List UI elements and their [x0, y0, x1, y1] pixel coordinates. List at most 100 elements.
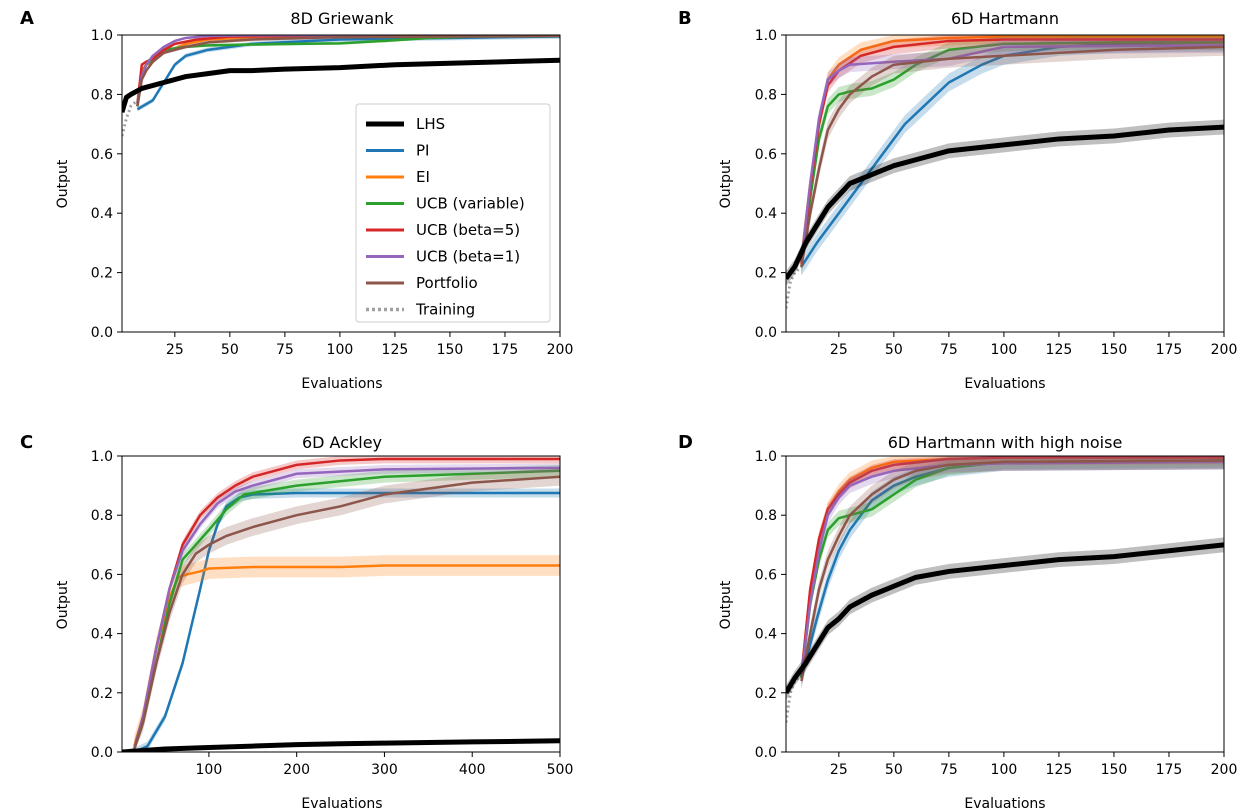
panel-c-ytick-label: 1.0 — [91, 449, 113, 465]
panel-b-xtick-label: 200 — [1211, 342, 1238, 358]
panel-a-xtick-label: 100 — [327, 342, 354, 358]
panel-d-ytick-label: 0.6 — [755, 567, 777, 583]
panel-b-lhs-band — [786, 119, 1224, 286]
panel-c-axes-frame — [121, 455, 561, 753]
panel-b-training-line — [786, 265, 803, 309]
panel-a: A 8D Griewank 25 50 75 100 125 150 175 200 0.0 0.… — [20, 8, 573, 392]
panel-d-lhs-line — [786, 542, 1224, 695]
legend: LHS PI EI UCB (variable) UCB (beta=5) UCB (be… — [355, 103, 551, 323]
panel-b-ucb-beta-1-band — [801, 37, 1224, 269]
panel-a-ylabel: Output — [55, 159, 71, 208]
legend-label-ei: EI — [416, 168, 430, 186]
panel-d-xtick-label: 175 — [1156, 762, 1183, 778]
panel-c-ytick-label: 0.6 — [91, 567, 113, 583]
panel-a-xtick-label: 25 — [166, 342, 184, 358]
panel-b-ucb-beta-1-line — [800, 44, 1224, 261]
panel-b-xtick-label: 25 — [830, 342, 848, 358]
legend-label-ucb-variable: UCB (variable) — [416, 195, 525, 213]
panel-a-xtick-label: 150 — [437, 342, 464, 358]
panel-d-ylabel: Output — [718, 580, 734, 629]
panel-a-ytick-label: 0.8 — [91, 87, 113, 103]
panel-c-portfolio-line — [133, 475, 560, 750]
panel-d-xtick-label: 25 — [830, 762, 848, 778]
panel-c-ytick-label: 0.4 — [91, 627, 113, 643]
legend-label-ucb-beta-1: UCB (beta=1) — [416, 248, 520, 266]
panel-d-portfolio-band — [801, 456, 1224, 690]
panel-d-axes-frame — [785, 455, 1225, 753]
panel-d-xtick-label: 75 — [940, 762, 958, 778]
panel-b-ei-band — [801, 35, 1224, 266]
panel-b-pi-band — [801, 35, 1224, 276]
panel-b-ytick-label: 0.2 — [755, 266, 777, 282]
legend-label-training: Training — [415, 301, 475, 319]
legend-label-portfolio: Portfolio — [416, 274, 478, 292]
panel-c-ei-band — [134, 555, 560, 752]
panel-c-xtick-label: 200 — [283, 762, 310, 778]
panel-c-xtick-label: 100 — [196, 762, 223, 778]
panel-d: D 6D Hartmann with high noise 25 50 75 100 1… — [678, 432, 1237, 812]
panel-b-ytick-label: 0.6 — [755, 147, 777, 163]
panel-a-training-line — [122, 99, 139, 137]
panel-b-ucb-variable-line — [800, 41, 1224, 267]
panel-a-lhs-line — [122, 57, 560, 113]
panel-d-ytick-label: 0.8 — [755, 508, 777, 524]
panel-a-xtick-label: 125 — [382, 342, 409, 358]
panel-b-label: B — [678, 8, 692, 29]
panel-a-portfolio-line — [136, 35, 560, 107]
panel-b-xtick-label: 150 — [1101, 342, 1128, 358]
panel-b-axes-frame — [785, 34, 1225, 333]
panel-a-ucb-variable-line — [136, 35, 560, 107]
panel-c-ytick-label: 0.8 — [91, 508, 113, 524]
panel-a-ytick-label: 1.0 — [91, 28, 113, 44]
panel-a-xtick-label: 175 — [492, 342, 519, 358]
panel-b-ytick-label: 0.8 — [755, 87, 777, 103]
panel-d-training-line — [786, 673, 803, 723]
panel-b: B 6D Hartmann 25 50 75 100 125 150 175 200 0.0 0.… — [678, 8, 1237, 392]
panel-c-label: C — [20, 432, 33, 453]
panel-d-plot: 25 50 75 100 125 150 175 200 0.0 0.2 0.4 0.6 0.8 1.0 — [755, 449, 1238, 778]
panel-d-ytick-label: 0.4 — [755, 627, 777, 643]
panel-d-ytick-label: 0.2 — [755, 686, 777, 702]
panel-c-pi-line — [133, 491, 560, 752]
panel-a-plot: 25 50 75 100 125 150 175 200 0.0 0.2 0.4 0.6 0.8 1.0 — [91, 28, 574, 358]
panel-c-xtick-label: 500 — [547, 762, 574, 778]
panel-a-xtick-label: 200 — [547, 342, 574, 358]
panel-d-ucb-beta-5-line — [800, 456, 1224, 676]
panel-b-xtick-label: 100 — [991, 342, 1018, 358]
panel-d-label: D — [678, 432, 693, 453]
panel-d-title: 6D Hartmann with high noise — [888, 433, 1123, 452]
panel-a-pi-line — [136, 35, 560, 111]
panel-a-ytick-label: 0.4 — [91, 206, 113, 222]
panel-c-xtick-label: 300 — [371, 762, 398, 778]
panel-a-label: A — [20, 8, 34, 29]
panel-d-xtick-label: 125 — [1046, 762, 1073, 778]
panel-c-ylabel: Output — [55, 580, 71, 629]
panel-b-lhs-line — [786, 124, 1224, 281]
panel-b-plot: 25 50 75 100 125 150 175 200 0.0 0.2 0.4 0.6 0.8 1.0 — [755, 28, 1238, 358]
panel-c-xtick-label: 400 — [459, 762, 486, 778]
panel-c-lhs-line — [122, 738, 560, 752]
panel-c-title: 6D Ackley — [302, 433, 382, 452]
panel-b-portfolio-line — [800, 45, 1224, 267]
legend-label-lhs: LHS — [416, 115, 445, 133]
panel-b-xtick-label: 50 — [885, 342, 903, 358]
panel-d-xtick-label: 50 — [885, 762, 903, 778]
panel-d-ytick-label: 0.0 — [755, 745, 777, 761]
panel-d-portfolio-line — [800, 459, 1224, 682]
panel-c-ytick-label: 0.2 — [91, 686, 113, 702]
panel-a-axes-frame — [121, 34, 561, 333]
panel-a-ytick-label: 0.2 — [91, 266, 113, 282]
panel-a-title: 8D Griewank — [290, 9, 394, 28]
legend-box — [355, 103, 551, 323]
panel-c-portfolio-band — [134, 467, 560, 752]
panel-b-xtick-label: 75 — [940, 342, 958, 358]
panel-a-xtick-label: 75 — [276, 342, 294, 358]
panel-d-ytick-label: 1.0 — [755, 449, 777, 465]
panel-d-xtick-label: 100 — [991, 762, 1018, 778]
panel-c-ytick-label: 0.0 — [91, 745, 113, 761]
panel-c: C 6D Ackley 100 200 300 400 500 0.0 0.2 0.4 0.6 0… — [20, 432, 573, 812]
panel-a-xtick-label: 50 — [221, 342, 239, 358]
panel-a-xlabel: Evaluations — [301, 376, 382, 392]
panel-b-xtick-label: 125 — [1046, 342, 1073, 358]
